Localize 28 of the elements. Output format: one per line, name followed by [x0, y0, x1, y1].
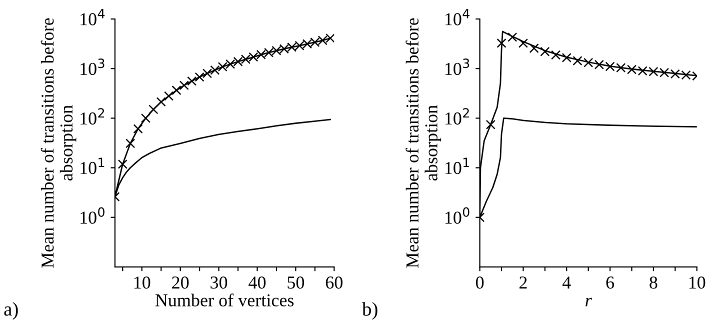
x-tick-label: 50 [288, 276, 304, 289]
x-tick-label: 6 [606, 276, 614, 289]
y-tick-label: 10$^{1}$ [80, 158, 104, 174]
x-tick-label: 30 [210, 276, 228, 289]
y-tick-label: 10$^{2}$ [445, 108, 469, 125]
y-tick-label: 10$^{4}$ [445, 9, 470, 26]
x-tick-label: 0 [476, 276, 484, 289]
y-tick-label: 10$^{0}$ [80, 207, 104, 224]
x-tick-label: 2 [520, 276, 527, 288]
y-tick-label: 10$^{1}$ [445, 158, 469, 174]
x-tick-label: 10 [689, 276, 706, 289]
y-tick-label: 10$^{2}$ [80, 108, 104, 125]
y-tick-label: 10$^{0}$ [445, 207, 470, 224]
x-tick-label: 8 [650, 276, 658, 289]
x-tick-label: 10 [134, 276, 150, 289]
text: b) [362, 302, 378, 320]
y-axis-title: Mean number of transitions before absorption [406, 18, 442, 268]
x-axis-title: r [586, 298, 592, 306]
y-tick-label: 10$^{4}$ [80, 9, 105, 26]
x-axis-title: Number of vertices [155, 294, 294, 306]
y-tick-label: 10$^{3}$ [80, 58, 104, 76]
x-tick-label: 40 [248, 276, 266, 289]
x-tick-label: 4 [562, 276, 571, 288]
text: a) [4, 302, 18, 320]
x-tick-label: 60 [326, 276, 342, 289]
x-tick-label: 20 [172, 276, 189, 289]
y-axis-title: Mean number of transitions before absorption [40, 18, 76, 268]
y-tick-label: 10$^{3}$ [445, 58, 470, 76]
